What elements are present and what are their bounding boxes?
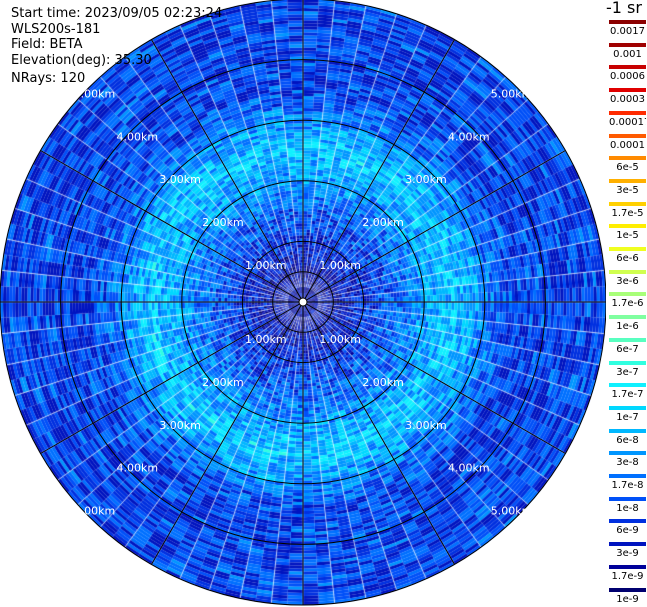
ppi-scan-plot: 1.00km 1.00km 1.00km 1.00km 2.00km 2.00km 2.00…: [0, 0, 606, 607]
colorbar-tick-label: 6e-7: [609, 341, 646, 357]
colorbar-tick-label: 0.00017: [609, 114, 646, 130]
azimuth-spoke: [151, 301, 304, 565]
nrays-label: NRays: 120: [11, 71, 86, 86]
colorbar-tick-label: 3e-6: [609, 273, 646, 289]
colorbar-tick-label: 3e-7: [609, 364, 646, 380]
range-label: 2.00km: [202, 376, 244, 389]
range-label: 5.00km: [491, 505, 533, 518]
range-label: 3.00km: [405, 173, 447, 186]
range-label: 4.00km: [116, 130, 158, 143]
range-label: 3.00km: [159, 173, 201, 186]
range-label: 2.00km: [202, 216, 244, 229]
azimuth-spoke: [302, 301, 455, 565]
azimuth-spoke: [302, 39, 455, 303]
azimuth-spoke: [151, 39, 304, 303]
range-label: 5.00km: [74, 505, 116, 518]
colorbar-tick-label: 6e-6: [609, 251, 646, 266]
colorbar-tick-label: 1.7e-5: [609, 205, 646, 221]
colorbar-tick-label: 1.7e-8: [609, 478, 646, 493]
device-label: WLS200s-181: [11, 22, 101, 37]
field-label: Field: BETA: [11, 37, 83, 52]
elevation-label: Elevation(deg): 35.30: [11, 53, 152, 68]
colorbar-tick-label: 0.0006: [609, 69, 646, 85]
start-time-label: Start time: 2023/09/05 02:23:24: [11, 6, 223, 21]
colorbar-tick-label: 0.0001: [609, 137, 646, 153]
range-label: 1.00km: [245, 333, 287, 346]
colorbar-tick-label: 1e-6: [609, 319, 646, 335]
azimuth-spoke: [40, 150, 304, 303]
colorbar-tick-label: 1e-5: [609, 228, 646, 244]
colorbar-tick-label: 1e-7: [609, 409, 646, 425]
colorbar-tick-label: 0.001: [609, 46, 646, 62]
colorbar-unit-label: -1 sr: [606, 0, 642, 17]
colorbar-tick-label: 0.0003: [609, 92, 646, 108]
range-label: 1.00km: [319, 333, 361, 346]
azimuth-spoke: [302, 150, 566, 303]
range-label: 1.00km: [245, 259, 287, 272]
azimuth-spoke: [302, 301, 566, 454]
range-label: 2.00km: [362, 376, 404, 389]
colorbar-tick-label: 6e-8: [609, 432, 646, 448]
colorbar-tick-label: 6e-9: [609, 523, 646, 539]
range-label: 4.00km: [448, 462, 490, 475]
colorbar-tick-label: 1e-8: [609, 500, 646, 516]
colorbar-tick-label: 0.0017: [609, 24, 646, 39]
colorbar-tick-label: 3e-8: [609, 455, 646, 471]
range-label: 4.00km: [116, 462, 158, 475]
colorbar-tick-label: 1.7e-6: [609, 296, 646, 312]
colorbar-tick-label: 1.7e-9: [609, 568, 646, 584]
range-grid-overlay: 1.00km 1.00km 1.00km 1.00km 2.00km 2.00km 2.00…: [0, 0, 606, 606]
range-label: 3.00km: [159, 419, 201, 432]
radar-center-marker: [298, 297, 308, 307]
range-label: 4.00km: [448, 130, 490, 143]
colorbar-tick-label: 1e-9: [609, 591, 646, 607]
range-label: 1.00km: [319, 259, 361, 272]
colorbar-tick-label: 1.7e-7: [609, 387, 646, 403]
colorbar-tick-label: 3e-5: [609, 182, 646, 198]
range-label: 2.00km: [362, 216, 404, 229]
colorbar-tick-label: 3e-9: [609, 546, 646, 562]
range-label: 3.00km: [405, 419, 447, 432]
colorbar-tick-label: 6e-5: [609, 160, 646, 176]
azimuth-spoke: [40, 301, 304, 454]
range-label: 5.00km: [491, 87, 533, 100]
range-label: 5.00km: [74, 87, 116, 100]
